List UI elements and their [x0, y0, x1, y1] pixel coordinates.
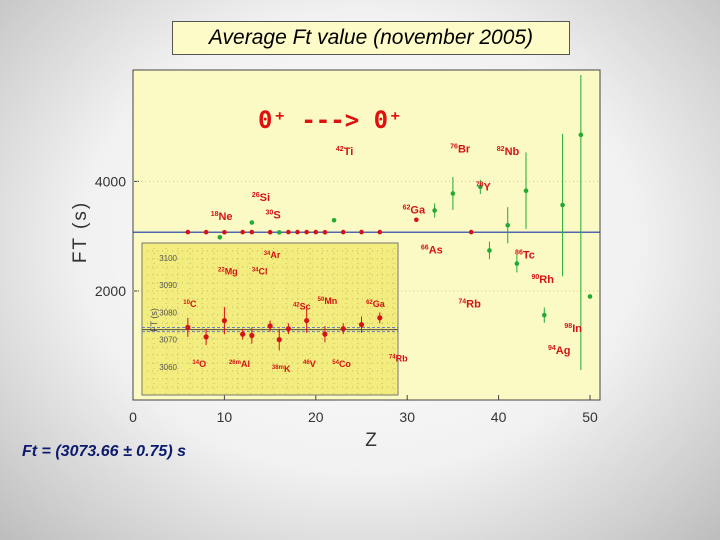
inset-data-point — [304, 317, 310, 324]
inset-plot: 3100 3090 3080 3070 3060 FT (s) 34Ar 22Mg 34Cl 10… — [141, 242, 408, 396]
inset-y-tick-label: 3080 — [159, 308, 177, 317]
y-tick-label: 2000 — [95, 283, 126, 299]
main-points — [133, 75, 600, 370]
x-tick-label: 30 — [399, 409, 415, 425]
data-point — [249, 229, 255, 235]
inset-data-point — [249, 332, 255, 339]
data-point — [340, 229, 346, 235]
x-tick-label: 20 — [308, 409, 324, 425]
isotope-label: 74Rb — [458, 298, 481, 310]
data-point — [222, 229, 227, 235]
inset-data-point — [185, 324, 191, 330]
data-point — [523, 188, 529, 194]
inset-frame — [141, 242, 399, 396]
isotope-label: 86Tc — [515, 250, 535, 262]
inset-isotope-label: 34Ar — [264, 250, 281, 260]
inset-y-tick-label: 3070 — [159, 336, 177, 345]
isotope-label: 76Br — [450, 143, 471, 155]
inset-isotope-label: 26mAl — [229, 359, 250, 369]
data-point — [249, 220, 255, 225]
inset-isotope-label: 42Sc — [293, 302, 311, 312]
inset-isotope-label: 10C — [183, 299, 197, 309]
x-tick-label: 40 — [491, 409, 507, 425]
inset-data-point — [276, 337, 282, 343]
inset-isotope-label: 62Ga — [366, 299, 386, 309]
inset-isotope-label: 34Cl — [252, 266, 268, 276]
isotope-label: 82Nb — [497, 146, 520, 158]
data-point — [313, 229, 319, 235]
data-point — [432, 208, 437, 213]
inset-isotope-label: 14O — [192, 359, 206, 369]
isotope-label: 42Ti — [336, 146, 353, 158]
inset-isotope-label: 22Mg — [218, 266, 238, 276]
inset-isotope-label: 74Rb — [389, 353, 408, 363]
data-point — [331, 218, 337, 223]
data-point — [414, 217, 419, 223]
inset-data-point — [240, 331, 246, 337]
isotope-label: 66As — [421, 245, 443, 257]
inset-data-point — [267, 323, 273, 329]
data-point — [578, 132, 584, 138]
data-point — [359, 229, 364, 235]
data-point — [487, 248, 492, 253]
x-tick-label: 10 — [217, 409, 233, 425]
data-point — [514, 261, 520, 266]
isotope-label: 98In — [564, 323, 582, 335]
data-point — [286, 229, 291, 235]
inset-y-axis-label: FT (s) — [149, 308, 159, 332]
inset-isotope-label: 46V — [303, 359, 316, 369]
y-tick-label: 4000 — [95, 173, 126, 189]
inset-isotope-label: 38mK — [272, 364, 291, 374]
data-point — [304, 229, 309, 235]
inset-isotope-label: 54Co — [332, 359, 351, 369]
isotope-label: 18Ne — [211, 211, 233, 223]
isotope-label: 78Y — [476, 182, 492, 194]
data-point — [468, 229, 474, 235]
data-point — [185, 229, 191, 235]
data-point — [322, 230, 328, 235]
data-point — [267, 229, 273, 235]
inset-data-point — [322, 331, 328, 337]
data-point — [560, 202, 565, 208]
inset-data-point — [285, 326, 291, 332]
data-point — [450, 191, 456, 196]
data-point — [276, 230, 282, 235]
isotope-labels: 42Ti 76Br 82Nb 78Y 26Si 62Ga 18Ne 30S 66As 86Tc 90… — [211, 143, 583, 357]
isotope-label: 26Si — [252, 192, 270, 204]
inset-data-point — [358, 322, 365, 328]
isotope-label: 30S — [266, 210, 281, 222]
x-tick-label: 0 — [129, 409, 137, 425]
isotope-label: 62Ga — [403, 205, 426, 217]
x-tick-label: 50 — [582, 409, 598, 425]
inset-y-tick-label: 3100 — [159, 254, 177, 263]
data-point — [203, 229, 209, 235]
inset-isotope-label: 50Mn — [318, 296, 338, 306]
data-point — [542, 312, 547, 318]
inset-y-tick-label: 3060 — [159, 363, 177, 372]
data-point — [240, 229, 245, 235]
chart-title: Average Ft value (november 2005) — [172, 21, 570, 55]
decay-annotation: 0⁺ ---> 0⁺ — [258, 106, 403, 134]
inset-y-tick-label: 3090 — [159, 281, 177, 290]
data-point — [505, 222, 511, 228]
inset-data-point — [203, 334, 209, 340]
main-axis: 0 10 20 30 40 50 2000 4000 — [95, 173, 600, 425]
data-point — [478, 184, 483, 190]
data-point — [587, 294, 593, 299]
data-point — [377, 229, 383, 235]
inset-data-point — [377, 315, 383, 321]
isotope-label: 90Rh — [532, 274, 555, 286]
y-axis-label: FT (s) — [70, 201, 91, 263]
data-point — [295, 229, 300, 235]
inset-data-point — [340, 326, 346, 332]
isotope-label: 94Ag — [548, 345, 570, 357]
data-point — [217, 234, 223, 240]
x-axis-label: Z — [365, 430, 377, 451]
inset-data-point — [221, 317, 227, 324]
result-text: Ft = (3073.66 ± 0.75) s — [22, 443, 186, 460]
